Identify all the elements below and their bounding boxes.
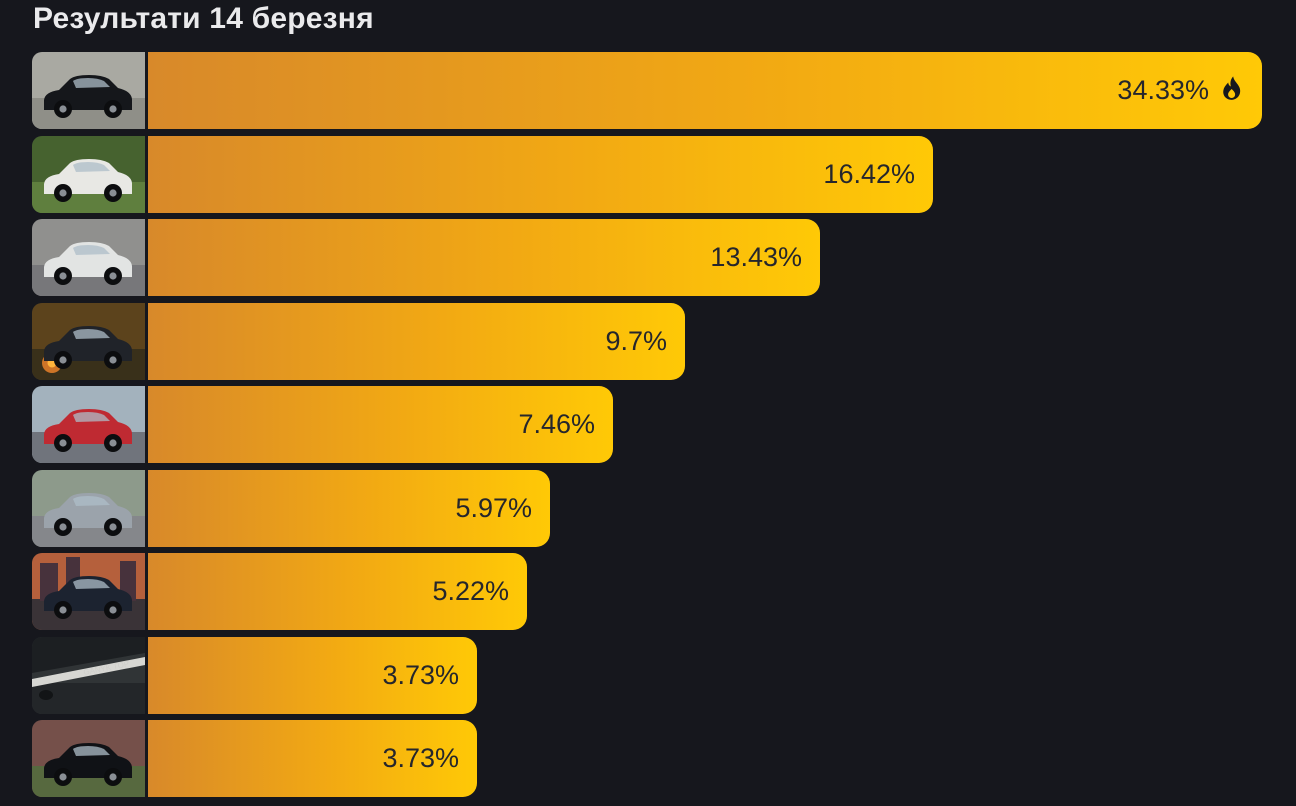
result-row: 5.22%: [32, 553, 1262, 630]
car-photo: [32, 52, 145, 129]
result-bar: 3.73%: [148, 720, 477, 797]
result-bar: 5.22%: [148, 553, 527, 630]
result-bar: 16.42%: [148, 135, 933, 213]
percent-label: 13.43%: [710, 242, 802, 272]
result-bar: 13.43%: [148, 219, 820, 296]
result-row: 3.73%: [32, 720, 1262, 797]
result-row: 9.7%: [32, 302, 1262, 380]
percent-label: 5.97%: [455, 492, 532, 523]
result-row: 7.46%: [32, 386, 1262, 463]
percent-label: 3.73%: [382, 743, 459, 773]
car-photo: [32, 553, 145, 630]
percent-label: 3.73%: [382, 659, 459, 690]
car-photo: [32, 469, 145, 547]
car-photo: [32, 720, 145, 797]
result-row: 5.97%: [32, 469, 1262, 547]
percent-label: 9.7%: [605, 325, 667, 356]
car-photo: [32, 135, 145, 213]
car-photo: [32, 386, 145, 463]
bars-container: 34.33% 16.42% 13.43% 9.7% 7.46% 5.97% 5.…: [32, 52, 1262, 797]
result-bar: 34.33%: [148, 52, 1262, 129]
percent-label: 16.42%: [823, 158, 915, 189]
car-photo: GANYK TOP: [32, 636, 145, 714]
page-title: Результати 14 березня: [33, 2, 374, 35]
percent-label: 5.22%: [432, 576, 509, 606]
result-row: 16.42%: [32, 135, 1262, 213]
fire-icon: [1223, 76, 1241, 100]
car-photo: [32, 302, 145, 380]
result-row: GANYK TOP 3.73%: [32, 636, 1262, 714]
result-row: 34.33%: [32, 52, 1262, 129]
result-row: 13.43%: [32, 219, 1262, 296]
result-bar: 7.46%: [148, 386, 613, 463]
percent-label: 34.33%: [1117, 75, 1209, 105]
result-bar: 5.97%: [148, 469, 550, 547]
percent-label: 7.46%: [518, 409, 595, 439]
car-photo: [32, 219, 145, 296]
result-bar: 9.7%: [148, 302, 685, 380]
result-bar: 3.73%: [148, 636, 477, 714]
